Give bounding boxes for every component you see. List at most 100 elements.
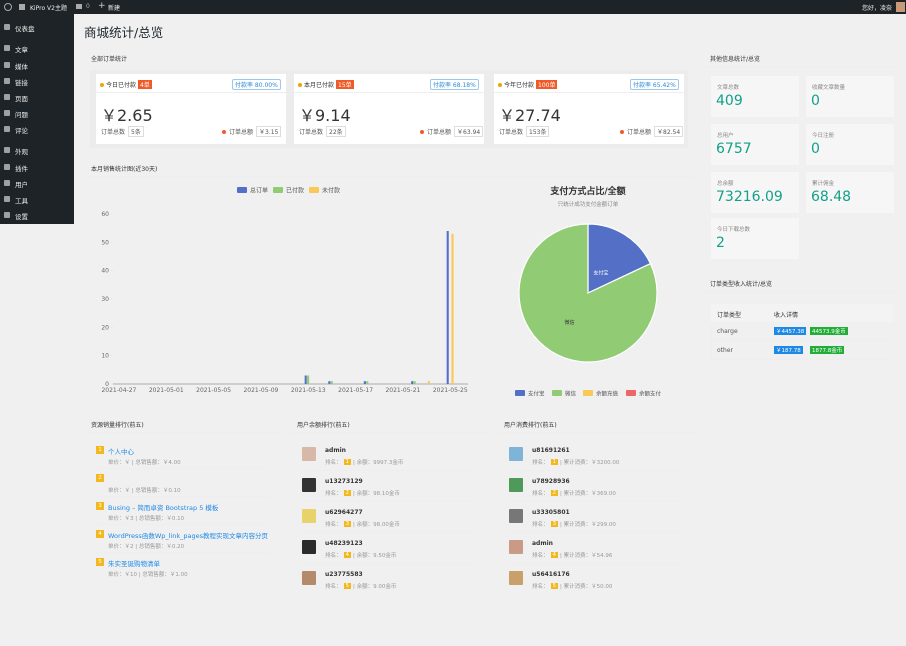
stat-label: 累计佣金 xyxy=(812,181,835,187)
stat-tile xyxy=(806,172,894,213)
card-title: 本月销售统计图(近30天) xyxy=(91,166,158,173)
menu-item[interactable]: 问题 xyxy=(15,111,28,119)
box-header: 本月已付款 15单 xyxy=(298,80,354,89)
rate-badge: 付款率 65.42% xyxy=(630,79,679,90)
x-tick-label: 2021-05-25 xyxy=(433,387,468,394)
user-detail: | 累计消费：￥50.00 xyxy=(560,584,613,590)
box-header: 今日已付款 4单 xyxy=(100,80,152,89)
stat-label: 收藏文章数量 xyxy=(812,85,846,91)
site-name[interactable]: KiPro V2主题 xyxy=(30,5,67,12)
rank-badge: 4 xyxy=(96,530,104,538)
stat-label: 今日下载总数 xyxy=(717,227,751,233)
pie-slice xyxy=(518,223,658,363)
stat-value: 0 xyxy=(811,141,820,157)
stat-value: 409 xyxy=(716,93,743,109)
user-name: u56416176 xyxy=(532,571,570,578)
coin-badge: 1877.8金币 xyxy=(810,346,845,354)
legend-label: 未付款 xyxy=(322,187,340,195)
table-row xyxy=(711,341,894,360)
card-divider xyxy=(497,432,696,433)
card xyxy=(497,414,696,604)
bar xyxy=(411,381,414,384)
sum-row: 订单总额 ￥82.54 xyxy=(620,126,684,137)
stat-value: 2 xyxy=(716,235,725,251)
user-detail: | 余额：9.50金币 xyxy=(353,553,397,559)
rank-label: 排名： xyxy=(532,522,549,528)
menu-item[interactable]: 设置 xyxy=(15,213,28,221)
menu-icon xyxy=(4,45,10,51)
row-divider xyxy=(96,524,271,525)
sum-label: 订单总额 xyxy=(627,129,652,136)
bar xyxy=(307,375,310,384)
card-divider xyxy=(703,66,901,67)
menu-item[interactable]: 仪表盘 xyxy=(15,25,35,33)
total-value: 5条 xyxy=(128,126,144,137)
x-tick-label: 2021-05-17 xyxy=(338,387,373,394)
comment-icon xyxy=(76,4,82,9)
bar xyxy=(328,381,331,384)
menu-item[interactable]: 媒体 xyxy=(15,63,28,71)
legend-label: 已付款 xyxy=(286,187,304,195)
user-detail: | 累计消费：￥299.00 xyxy=(560,522,616,528)
box-label: 今日已付款 xyxy=(106,82,137,89)
total-row: 订单总数 153条 xyxy=(499,126,550,137)
resource-link[interactable]: WordPress函数Wp_link_pages教程实现文章内容分页 xyxy=(108,532,268,540)
x-tick-label: 2021-05-05 xyxy=(196,387,231,394)
row-divider xyxy=(302,501,477,502)
stat-value: 0 xyxy=(811,93,820,109)
stat-label: 总余额 xyxy=(717,181,734,187)
y-tick-label: 10 xyxy=(101,353,109,360)
rank-badge: 4 xyxy=(550,552,559,558)
row-divider xyxy=(96,496,271,497)
user-meta: 排名： 3 | 累计消费：￥299.00 xyxy=(532,520,616,528)
total-row: 订单总数 22条 xyxy=(299,126,346,137)
menu-item[interactable]: 页面 xyxy=(15,95,28,103)
box-label: 本月已付款 xyxy=(304,82,335,89)
menu-item[interactable]: 工具 xyxy=(15,197,28,205)
bar xyxy=(446,231,449,384)
rank-badge: 1 xyxy=(96,446,104,454)
total-label: 订单总数 xyxy=(299,129,324,136)
new-link[interactable]: 新建 xyxy=(108,5,121,12)
rank-badge: 5 xyxy=(343,583,352,589)
user-avatar xyxy=(302,540,316,554)
y-tick-label: 50 xyxy=(101,239,109,246)
user-meta: 排名： 5 | 余额：9.00金币 xyxy=(325,582,396,590)
resource-detail: 单价：￥ | 总销售额：￥4.00 xyxy=(108,460,181,466)
sum-label: 订单总额 xyxy=(427,129,452,136)
legend-swatch xyxy=(626,390,636,396)
card xyxy=(290,414,489,604)
user-avatar xyxy=(509,571,523,585)
bar xyxy=(427,381,430,384)
bar xyxy=(413,381,416,384)
sum-row: 订单总额 ￥63.94 xyxy=(420,126,484,137)
rank-badge: 2 xyxy=(550,490,559,496)
rank-label: 排名： xyxy=(325,522,342,528)
card-title: 订单类型收入统计/总览 xyxy=(710,281,773,288)
user-avatar xyxy=(896,2,905,12)
menu-item[interactable]: 文章 xyxy=(15,46,28,54)
x-tick-label: 2021-05-13 xyxy=(291,387,326,394)
menu-item[interactable]: 用户 xyxy=(15,181,28,189)
menu-icon xyxy=(4,110,10,116)
row-divider xyxy=(509,563,684,564)
user-detail: | 余额：9997.3金币 xyxy=(353,460,404,466)
stat-tile xyxy=(711,218,799,259)
menu-icon xyxy=(4,212,10,218)
menu-item[interactable]: 外观 xyxy=(15,148,28,156)
paid-amount: ￥27.74 xyxy=(499,106,561,125)
menu-item[interactable]: 评论 xyxy=(15,127,28,135)
user-avatar xyxy=(509,540,523,554)
row-divider xyxy=(96,468,271,469)
stat-label: 今日注册 xyxy=(812,133,835,139)
menu-icon xyxy=(4,147,10,153)
resource-link[interactable]: 朱实圣诞购物清单 xyxy=(108,560,160,568)
resource-link[interactable]: 个人中心 xyxy=(108,448,134,456)
greeting[interactable]: 您好，凌奈 xyxy=(862,5,893,12)
menu-item[interactable]: 链接 xyxy=(15,79,28,87)
comment-count[interactable]: 0 xyxy=(86,3,90,10)
menu-item[interactable]: 插件 xyxy=(15,165,28,173)
y-tick-label: 40 xyxy=(101,268,109,275)
resource-link[interactable]: Busing – 简而卓资 Bootstrap 5 模板 xyxy=(108,504,219,512)
